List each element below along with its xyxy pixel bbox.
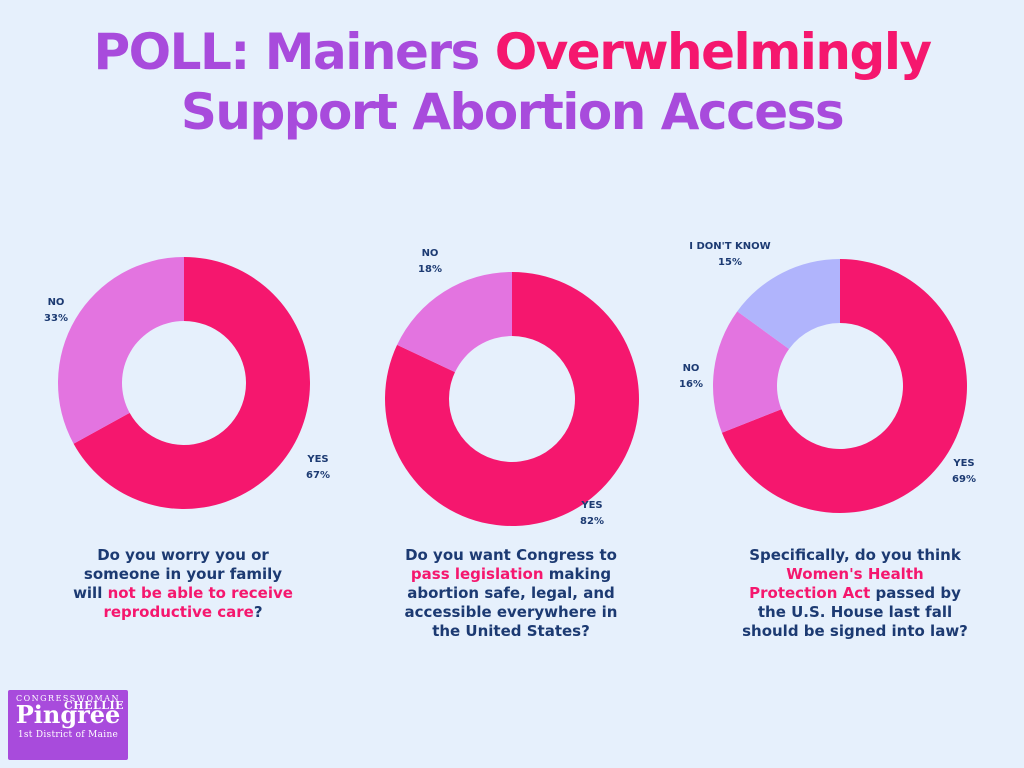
chart-1-slice-no xyxy=(57,257,184,444)
chart-3-label-yes: YES 69% xyxy=(952,458,976,485)
chart-3-slice-no xyxy=(713,311,790,433)
question-2: Do you want Congress to pass legislation… xyxy=(404,546,618,640)
page-title: POLL: Mainers Overwhelmingly Support Abo… xyxy=(0,22,1024,142)
title-line-2: Support Abortion Access xyxy=(180,83,845,141)
chart-3-label-i-don-t-know: I DON'T KNOW 15% xyxy=(689,241,770,268)
chart-3-slice-i-don-t-know xyxy=(737,259,840,349)
chart-1-label-yes: YES 67% xyxy=(306,454,330,481)
chart-3-label-no: NO 16% xyxy=(679,363,703,390)
chart-1-slice-yes xyxy=(73,257,310,509)
chart-3-slice-yes xyxy=(721,259,967,513)
chart-2-slice-yes xyxy=(385,272,639,526)
question-3: Specifically, do you think Women's Healt… xyxy=(742,546,968,640)
chart-1-label-no: NO 33% xyxy=(44,297,68,324)
congresswoman-logo: CONGRESSWOMAN Pingree CHELLIE 1st Distric… xyxy=(8,690,128,760)
chart-2-slice-no xyxy=(397,272,512,373)
title-highlight: Overwhelmingly xyxy=(494,23,932,81)
chart-2-label-no: NO 18% xyxy=(418,248,442,275)
title-line-1: POLL: Mainers Overwhelmingly xyxy=(93,23,932,81)
question-1: Do you worry you or someone in your fami… xyxy=(73,546,293,621)
chart-2-label-yes: YES 82% xyxy=(580,500,604,527)
